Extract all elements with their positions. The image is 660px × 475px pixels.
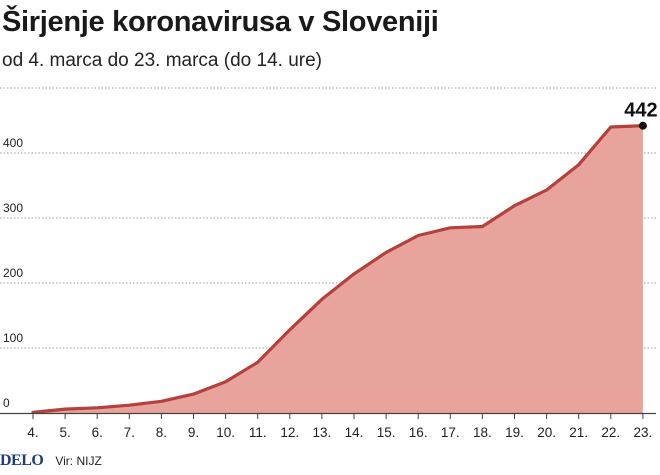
footer: DELO Vir: NIJZ [0,451,102,471]
x-tick-label-10: 13. [313,425,332,440]
series-line [31,124,645,414]
area-fill [33,125,643,413]
x-tick-label-7: 10. [216,425,235,440]
y-tick-label-200: 200 [3,266,23,280]
x-tick-label-12: 15. [377,425,396,440]
x-tick-label-16: 19. [505,425,524,440]
source-note: Vir: NIJZ [55,454,102,468]
y-tick-label-0: 0 [3,396,10,410]
y-tick-label-400: 400 [3,136,23,150]
x-tick-label-19: 22. [601,425,620,440]
final-value-label: 442 [624,100,657,122]
x-tick-label-3: 6. [92,425,103,440]
chart-title: Širjenje koronavirusa v Sloveniji [2,6,439,38]
y-tick-label-300: 300 [3,201,23,215]
x-tick-label-6: 9. [188,425,199,440]
chart-subtitle: od 4. marca do 23. marca (do 14. ure) [2,50,322,71]
x-tick-label-17: 20. [537,425,556,440]
x-tick-label-14: 17. [441,425,460,440]
delo-logo: DELO [0,452,44,469]
x-tick-label-9: 12. [280,425,299,440]
x-tick-label-13: 16. [409,425,428,440]
x-tick-label-1: 4. [27,425,38,440]
x-tick-label-11: 14. [345,425,364,440]
x-tick-label-5: 8. [156,425,167,440]
x-tick-label-18: 21. [569,425,588,440]
x-tick-label-15: 18. [473,425,492,440]
x-tick-label-2: 5. [59,425,70,440]
final-point-marker [638,121,647,130]
x-tick-label-8: 11. [249,425,267,440]
y-tick-label-100: 100 [3,331,23,345]
x-tick-label-4: 7. [124,425,135,440]
x-tick-label-20: 23. [634,425,653,440]
